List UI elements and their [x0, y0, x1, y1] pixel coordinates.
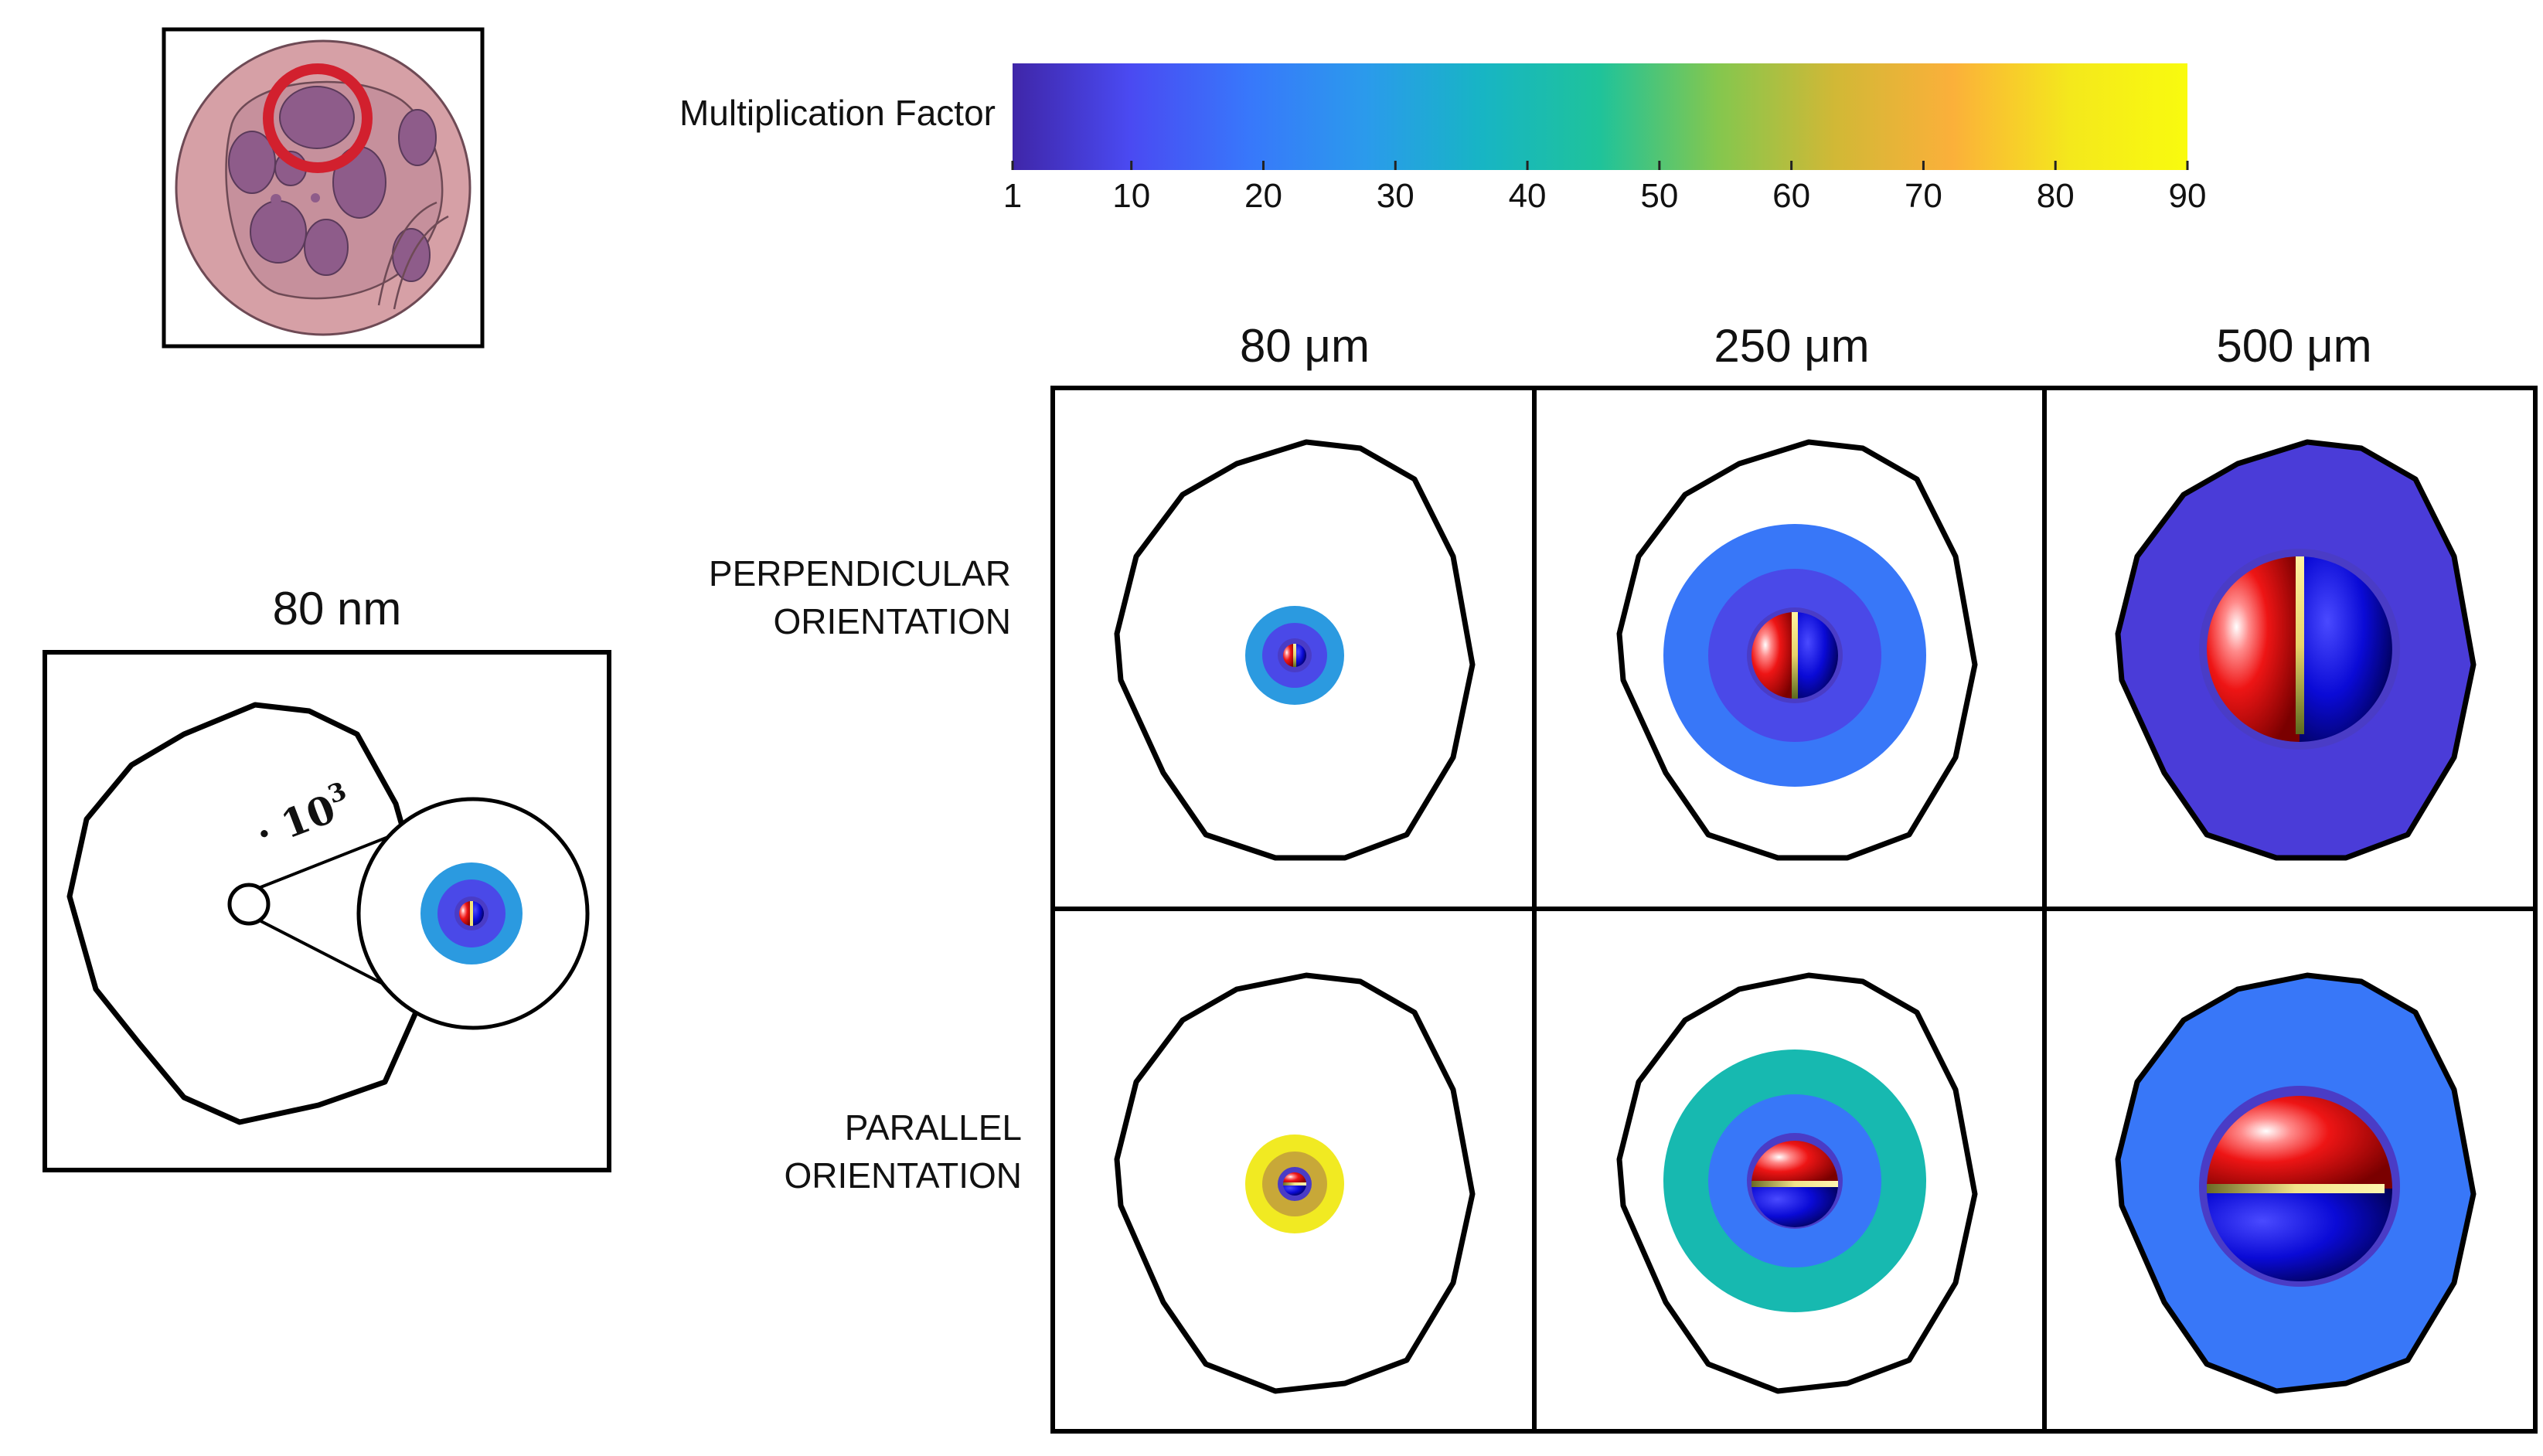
inset-80nm: 80 nm · 103: [43, 583, 611, 1172]
col-header-250um: 250 μm: [1714, 320, 1869, 372]
colorbar: Multiplication Factor 1 10 20 30 40 50 60 70 80 9…: [679, 63, 2207, 215]
electrode-blue-half: [2300, 556, 2392, 742]
electrode-blue-half: [2207, 1189, 2392, 1281]
electrode-red-half: [1752, 612, 1795, 699]
panel-para-250um: [1616, 972, 1978, 1394]
colorbar-tick-label: 90: [2169, 177, 2207, 215]
electrode-red-half: [459, 901, 471, 926]
fascicle: [250, 200, 307, 264]
fascicle: [228, 131, 276, 194]
electrode-red-half: [1752, 1141, 1838, 1184]
fascicle: [398, 109, 437, 166]
colorbar-tick-label: 30: [1377, 177, 1414, 215]
col-header-80um: 80 μm: [1240, 320, 1370, 372]
colorbar-label: Multiplication Factor: [679, 93, 996, 133]
panel-grid: [1050, 386, 2538, 1434]
col-header-500um: 500 μm: [2216, 320, 2371, 372]
electrode-red-half: [2207, 1096, 2392, 1189]
row-label-perpendicular-2: ORIENTATION: [773, 601, 1011, 641]
colorbar-tick-label: 80: [2037, 177, 2075, 215]
fascicle-small: [311, 193, 320, 202]
nerve-septum: [393, 215, 449, 310]
panel-perp-500um: [2115, 439, 2477, 861]
electrode-gap: [1283, 1182, 1306, 1186]
colorbar-ticks: 1 10 20 30 40 50 60 70 80 90: [1003, 161, 2207, 215]
electrode-red-half: [2207, 556, 2300, 742]
colorbar-tick-label: 60: [1772, 177, 1810, 215]
electrode-gap: [1752, 1181, 1838, 1187]
electrode-gap: [470, 901, 473, 926]
electrode-gap: [2207, 1184, 2385, 1193]
colorbar-tick-label: 20: [1244, 177, 1282, 215]
nerve-thumbnail: [162, 27, 485, 349]
electrode-red-half: [1283, 644, 1295, 667]
fascicle: [279, 86, 355, 149]
colorbar-tick-label: 1: [1003, 177, 1022, 215]
zoom-marker-ring: [263, 63, 373, 173]
electrode-gap: [2296, 556, 2304, 734]
colorbar-tick-label: 70: [1905, 177, 1942, 215]
electrode-gap: [1293, 644, 1296, 667]
zoom-line-upper: [248, 827, 410, 893]
colorbar-tick-label: 40: [1509, 177, 1547, 215]
row-label-parallel-2: ORIENTATION: [784, 1155, 1022, 1196]
row-label-perpendicular: PERPENDICULAR: [709, 553, 1011, 594]
colorbar-tick-label: 10: [1112, 177, 1150, 215]
electrode-red-half: [1283, 1172, 1306, 1184]
inset-title: 80 nm: [273, 583, 402, 634]
colorbar-tick-label: 50: [1640, 177, 1678, 215]
nerve-septum: [377, 201, 437, 306]
electrode-blue-half: [1295, 644, 1306, 667]
electrode-gap: [1792, 612, 1798, 699]
panel-perp-80um: [1114, 439, 1476, 861]
fascicle-small: [271, 194, 281, 205]
panel-para-500um: [2115, 972, 2477, 1394]
panel-perp-250um: [1616, 439, 1978, 861]
electrode-blue-half: [1795, 612, 1838, 699]
zoom-source-circle: [227, 883, 271, 926]
colorbar-gradient: [1013, 63, 2187, 170]
electrode-blue-half: [471, 901, 484, 926]
electrode-blue-half: [1283, 1184, 1306, 1196]
electrode-blue-half: [1752, 1184, 1838, 1227]
fascicle: [304, 219, 349, 276]
panel-para-80um: [1114, 972, 1476, 1394]
row-label-parallel: PARALLEL: [845, 1107, 1022, 1148]
